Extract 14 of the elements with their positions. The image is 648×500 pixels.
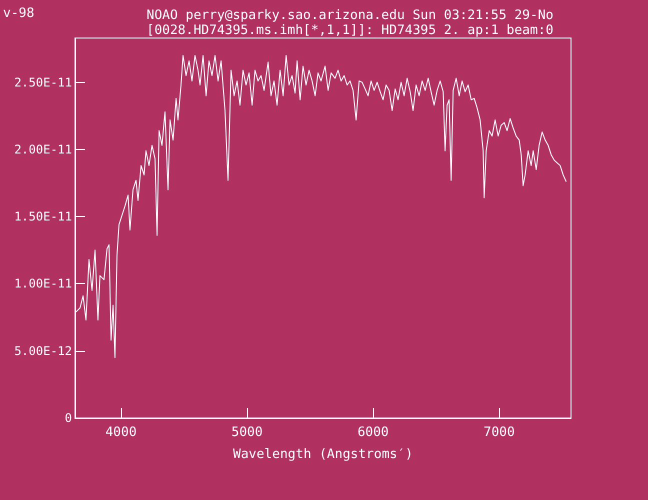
y-tick-label: 0 — [64, 411, 72, 425]
y-tick-label: 5.00E-12 — [14, 344, 72, 358]
chart-title: NOAO perry@sparky.sao.arizona.edu Sun 03:21:55 29-No — [146, 8, 554, 23]
x-tick-label: 6000 — [357, 425, 389, 440]
y-tick-label: 1.50E-11 — [14, 210, 72, 224]
y-tick-label: 2.50E-11 — [14, 75, 72, 90]
x-tick-label: 5000 — [231, 425, 263, 440]
text: v-98 — [3, 6, 34, 21]
x-tick-label: 4000 — [105, 425, 137, 440]
chart-subtitle: [0028.HD74395.ms.imh[*,1,1]]: HD74395 2. ap:1 beam:0 — [146, 23, 554, 38]
y-tick-label: 2.00E-11 — [14, 142, 72, 156]
y-tick-label: 1.00E-11 — [14, 276, 72, 291]
x-tick-label: 7000 — [483, 425, 515, 440]
x-axis-title: Wavelength (Angstroms′) — [232, 447, 414, 462]
